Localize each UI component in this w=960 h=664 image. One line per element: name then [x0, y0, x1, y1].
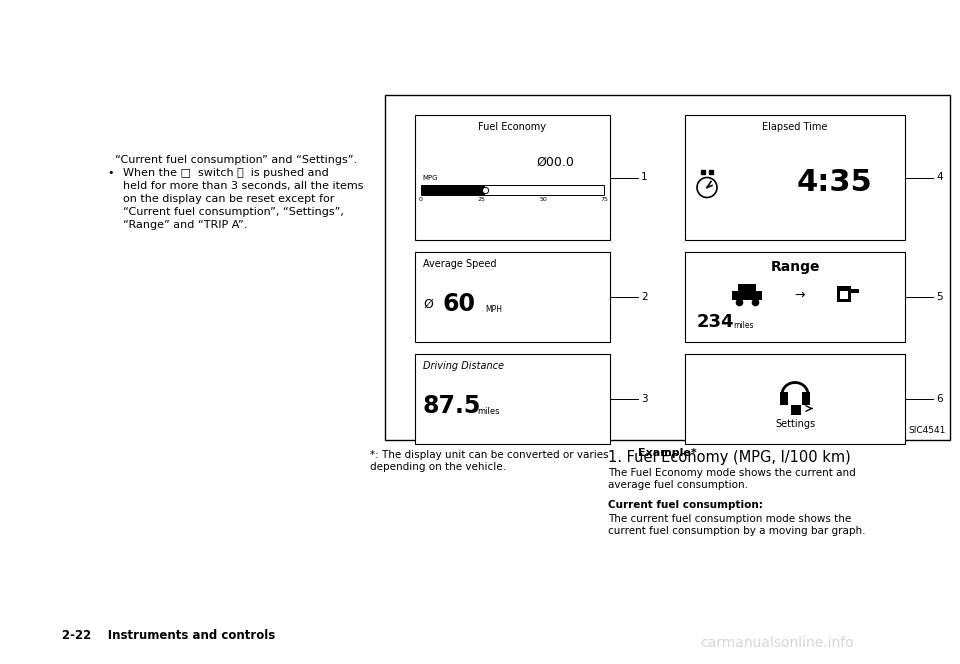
Bar [415, 252, 610, 342]
Text: →: → [794, 289, 804, 301]
Bar [415, 354, 610, 444]
Text: 2: 2 [641, 292, 648, 302]
Text: •: • [107, 168, 113, 178]
Text: Example*: Example* [638, 448, 697, 458]
Bar [685, 252, 905, 342]
Text: Average Speed: Average Speed [423, 259, 496, 269]
Text: on the display can be reset except for: on the display can be reset except for [123, 194, 334, 204]
Text: 3: 3 [641, 394, 648, 404]
Text: miles: miles [477, 407, 499, 416]
Text: “Current fuel consumption”, “Settings”,: “Current fuel consumption”, “Settings”, [123, 207, 344, 217]
Text: 5: 5 [936, 292, 943, 302]
Text: Settings: Settings [775, 419, 815, 429]
Bar [685, 115, 905, 240]
Text: Ø: Ø [423, 297, 433, 311]
Text: “Range” and “TRIP A”.: “Range” and “TRIP A”. [123, 220, 248, 230]
Text: 1. Fuel Economy (MPG, l/100 km): 1. Fuel Economy (MPG, l/100 km) [608, 450, 851, 465]
Text: *: The display unit can be converted or varies
depending on the vehicle.: *: The display unit can be converted or … [370, 450, 609, 471]
Text: “Current fuel consumption” and “Settings”.: “Current fuel consumption” and “Settings… [115, 155, 357, 165]
Bar [685, 354, 905, 444]
Bar [415, 115, 610, 240]
Bar [851, 290, 858, 293]
Bar [737, 284, 756, 291]
Text: When the □  switch Ⓐ  is pushed and: When the □ switch Ⓐ is pushed and [123, 168, 328, 178]
Text: 25: 25 [477, 197, 486, 202]
Text: 50: 50 [540, 197, 547, 202]
Circle shape [697, 177, 717, 197]
Text: 4: 4 [936, 173, 943, 183]
Text: 1: 1 [641, 173, 648, 183]
Text: MPH: MPH [485, 305, 502, 314]
Text: SIC4541: SIC4541 [908, 426, 946, 435]
Text: 87.5: 87.5 [423, 394, 481, 418]
Text: The Fuel Economy mode shows the current and
average fuel consumption.: The Fuel Economy mode shows the current … [608, 468, 855, 489]
Bar [385, 95, 950, 440]
Text: 60: 60 [443, 292, 476, 316]
Text: carmanualsonline.info: carmanualsonline.info [700, 636, 853, 650]
Text: Ø00.0: Ø00.0 [537, 156, 574, 169]
Text: 234: 234 [697, 313, 734, 331]
Text: Elapsed Time: Elapsed Time [762, 122, 828, 132]
Bar [780, 392, 788, 404]
Text: 0: 0 [420, 197, 423, 202]
Bar [836, 286, 851, 302]
Bar [732, 291, 761, 300]
Text: The current fuel consumption mode shows the
current fuel consumption by a moving: The current fuel consumption mode shows … [608, 514, 866, 536]
Bar [421, 185, 604, 195]
Text: Fuel Economy: Fuel Economy [478, 122, 546, 132]
Bar [840, 291, 848, 299]
Bar [791, 404, 801, 414]
Text: MPG: MPG [422, 175, 438, 181]
Text: miles: miles [733, 321, 754, 330]
Text: held for more than 3 seconds, all the items: held for more than 3 seconds, all the it… [123, 181, 364, 191]
Text: 2-22    Instruments and controls: 2-22 Instruments and controls [62, 629, 276, 642]
Text: 6: 6 [936, 394, 943, 404]
Bar [802, 392, 810, 404]
Bar [421, 185, 485, 195]
Text: Current fuel consumption:: Current fuel consumption: [608, 500, 763, 510]
Text: Driving Distance: Driving Distance [423, 361, 504, 371]
Text: Range: Range [770, 260, 820, 274]
Text: 75: 75 [600, 197, 608, 202]
Text: 4:35: 4:35 [797, 168, 873, 197]
